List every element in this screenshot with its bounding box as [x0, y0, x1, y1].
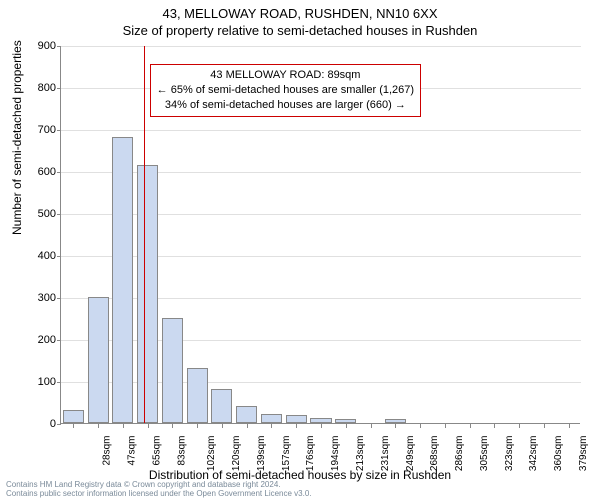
xtick-mark — [494, 424, 495, 428]
xtick-label: 379sqm — [578, 436, 589, 472]
xtick-label: 65sqm — [151, 436, 162, 466]
histogram-bar — [211, 389, 232, 423]
ytick-label: 500 — [16, 208, 56, 220]
histogram-chart: 010020030040050060070080090028sqm47sqm65… — [60, 46, 580, 424]
xtick-mark — [296, 424, 297, 428]
xtick-label: 139sqm — [256, 436, 267, 472]
plot-region: 010020030040050060070080090028sqm47sqm65… — [60, 46, 580, 424]
xtick-mark — [73, 424, 74, 428]
xtick-label: 157sqm — [281, 436, 292, 472]
ytick-mark — [57, 172, 61, 173]
xtick-label: 28sqm — [102, 436, 113, 466]
histogram-bar — [261, 414, 282, 423]
xtick-label: 176sqm — [306, 436, 317, 472]
xtick-mark — [222, 424, 223, 428]
xtick-mark — [197, 424, 198, 428]
xtick-mark — [470, 424, 471, 428]
xtick-label: 360sqm — [553, 436, 564, 472]
gridline — [61, 46, 581, 47]
xtick-label: 213sqm — [355, 436, 366, 472]
histogram-bar — [88, 297, 109, 423]
y-axis-label: Number of semi-detached properties — [10, 40, 24, 235]
histogram-bar — [187, 368, 208, 423]
histogram-bar — [335, 419, 356, 423]
xtick-mark — [172, 424, 173, 428]
xtick-mark — [371, 424, 372, 428]
histogram-bar — [162, 318, 183, 423]
histogram-bar — [137, 165, 158, 423]
annotation-line-1: 43 MELLOWAY ROAD: 89sqm — [157, 68, 414, 83]
ytick-mark — [57, 382, 61, 383]
ytick-mark — [57, 214, 61, 215]
annotation-box: 43 MELLOWAY ROAD: 89sqm← 65% of semi-det… — [150, 64, 421, 117]
histogram-bar — [63, 410, 84, 423]
gridline — [61, 130, 581, 131]
ytick-label: 400 — [16, 250, 56, 262]
xtick-label: 83sqm — [176, 436, 187, 466]
xtick-label: 102sqm — [207, 436, 218, 472]
xtick-label: 268sqm — [429, 436, 440, 472]
page-title-sub: Size of property relative to semi-detach… — [0, 21, 600, 38]
xtick-mark — [420, 424, 421, 428]
ytick-mark — [57, 340, 61, 341]
ytick-mark — [57, 298, 61, 299]
ytick-label: 0 — [16, 418, 56, 430]
annotation-line-3: 34% of semi-detached houses are larger (… — [157, 98, 414, 113]
ytick-mark — [57, 256, 61, 257]
xtick-label: 286sqm — [454, 436, 465, 472]
xtick-mark — [98, 424, 99, 428]
ytick-mark — [57, 46, 61, 47]
ytick-mark — [57, 130, 61, 131]
annotation-line-2: ← 65% of semi-detached houses are smalle… — [157, 83, 414, 98]
ytick-label: 300 — [16, 292, 56, 304]
xtick-mark — [445, 424, 446, 428]
xtick-mark — [271, 424, 272, 428]
ytick-label: 700 — [16, 124, 56, 136]
histogram-bar — [385, 419, 406, 423]
xtick-mark — [247, 424, 248, 428]
xtick-mark — [395, 424, 396, 428]
xtick-label: 47sqm — [127, 436, 138, 466]
xtick-mark — [321, 424, 322, 428]
ytick-mark — [57, 424, 61, 425]
property-marker-line — [144, 46, 145, 423]
ytick-label: 600 — [16, 166, 56, 178]
xtick-mark — [544, 424, 545, 428]
histogram-bar — [286, 415, 307, 423]
footer-line-1: Contains HM Land Registry data © Crown c… — [6, 480, 312, 489]
ytick-label: 100 — [16, 376, 56, 388]
xtick-label: 120sqm — [231, 436, 242, 472]
xtick-mark — [148, 424, 149, 428]
xtick-label: 342sqm — [528, 436, 539, 472]
ytick-mark — [57, 88, 61, 89]
histogram-bar — [310, 418, 331, 423]
footer-attribution: Contains HM Land Registry data © Crown c… — [6, 480, 312, 498]
xtick-label: 305sqm — [479, 436, 490, 472]
page-title-main: 43, MELLOWAY ROAD, RUSHDEN, NN10 6XX — [0, 0, 600, 21]
footer-line-2: Contains public sector information licen… — [6, 489, 312, 498]
xtick-mark — [346, 424, 347, 428]
xtick-label: 249sqm — [405, 436, 416, 472]
histogram-bar — [112, 137, 133, 423]
xtick-label: 231sqm — [380, 436, 391, 472]
ytick-label: 900 — [16, 40, 56, 52]
xtick-label: 194sqm — [330, 436, 341, 472]
xtick-mark — [123, 424, 124, 428]
xtick-mark — [519, 424, 520, 428]
ytick-label: 800 — [16, 82, 56, 94]
histogram-bar — [236, 406, 257, 423]
xtick-label: 323sqm — [504, 436, 515, 472]
ytick-label: 200 — [16, 334, 56, 346]
xtick-mark — [569, 424, 570, 428]
